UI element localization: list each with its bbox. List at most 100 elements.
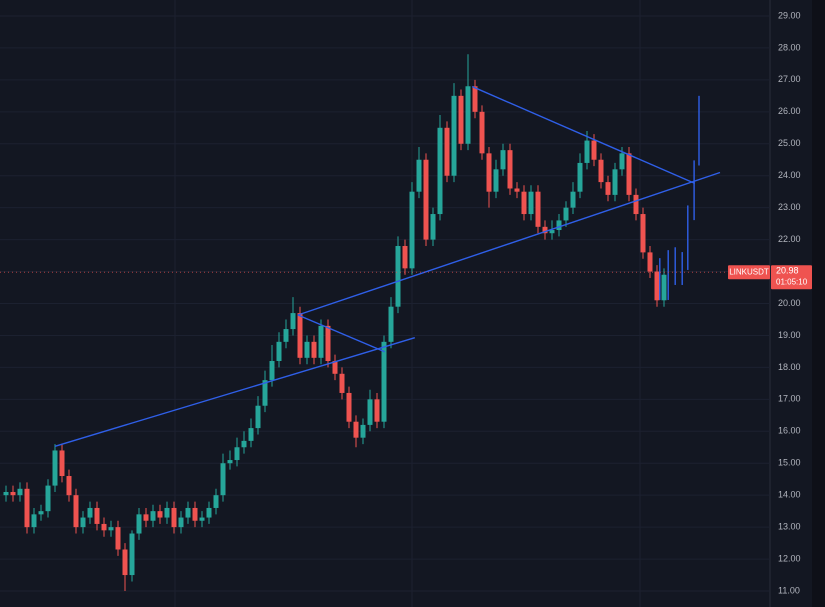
candle-body [402,245,408,269]
y-tick-label: 28.00 [778,42,801,52]
candle-body [178,517,184,528]
candle-body [465,86,471,144]
price-label-box [771,265,812,290]
candle-body [248,428,254,441]
candle-body [605,182,611,195]
side-panel [812,0,825,607]
y-tick-label: 26.00 [778,106,801,116]
candle-body [38,511,44,515]
candle-body [136,514,142,534]
candle-body [185,507,191,518]
candle-body [255,405,261,429]
candle-body [514,188,520,192]
candle-body [619,153,625,170]
candle-body [101,523,107,531]
candle-body [220,463,226,496]
candle-body [115,527,121,550]
candle-body [598,159,604,183]
candle-body [556,220,562,231]
y-tick-label: 29.00 [778,10,801,20]
candle-body [59,450,65,477]
candle-body [381,341,387,422]
candle-body [388,306,394,342]
y-tick-label: 22.00 [778,234,801,244]
candle-body [577,162,583,192]
y-tick-label: 27.00 [778,74,801,84]
candle-body [129,533,135,576]
candle-body [199,517,205,521]
candle-body [311,341,317,358]
candle-body [192,507,198,521]
candle-body [122,549,128,576]
candle-body [486,153,492,192]
y-tick-label: 17.00 [778,394,801,404]
y-tick-label: 19.00 [778,330,801,340]
candle-body [360,424,366,438]
y-tick-label: 15.00 [778,458,801,468]
candle-body [640,214,646,253]
countdown-label: 01:05:10 [776,277,808,286]
trend-line [297,171,721,316]
candle-body [339,373,345,393]
candle-body [80,517,86,528]
candle-body [528,191,534,215]
y-tick-label: 16.00 [778,426,801,436]
candle-body [66,476,72,496]
candle-body [164,507,170,518]
candle-body [227,460,233,464]
candle-body [297,313,303,358]
trend-line [471,85,696,185]
candle-body [269,361,275,381]
candle-body [430,214,436,240]
candle-body [472,86,478,112]
trend-line [54,337,416,447]
candle-body [409,191,415,269]
y-tick-label: 23.00 [778,202,801,212]
candle-body [234,447,240,461]
candle-body [535,191,541,227]
candle-body [73,495,79,528]
candle-body [157,511,163,518]
symbol-label: LINKUSDT [729,267,769,276]
y-tick-label: 24.00 [778,170,801,180]
candle-body [661,274,667,301]
y-tick-label: 18.00 [778,362,801,372]
candle-body [45,485,51,512]
candle-body [332,361,338,374]
candle-body [346,392,352,422]
candle-body [647,252,653,272]
y-tick-label: 20.00 [778,298,801,308]
candle-body [290,313,296,330]
candle-body [437,127,443,215]
candle-body [612,169,618,195]
candle-body [542,226,548,234]
candle-body [52,450,58,486]
candle-body [654,271,660,301]
candle-body [584,140,590,163]
candle-body [353,421,359,438]
candle-body [150,511,156,521]
candle-body [451,95,457,176]
candle-body [626,153,632,195]
candle-body [325,325,331,362]
candle-body [367,399,373,425]
y-tick-label: 14.00 [778,490,801,500]
candle-body [87,507,93,518]
candle-body [444,127,450,176]
candle-body [318,325,324,358]
candle-body [423,159,429,240]
candle-body [283,329,289,342]
candle-body [416,159,422,192]
candle-body [262,380,268,406]
candle-body [171,507,177,528]
candle-body [493,169,499,192]
candle-body [395,245,401,307]
candle-body [507,150,513,189]
candle-body [213,495,219,508]
candle-body [304,341,310,358]
candle-body [24,488,30,528]
candle-body [3,491,9,496]
y-tick-label: 25.00 [778,138,801,148]
